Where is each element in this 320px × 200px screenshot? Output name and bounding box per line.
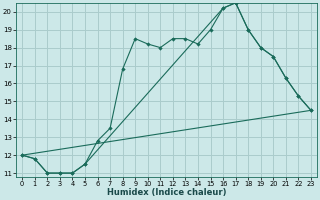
X-axis label: Humidex (Indice chaleur): Humidex (Indice chaleur) xyxy=(107,188,226,197)
